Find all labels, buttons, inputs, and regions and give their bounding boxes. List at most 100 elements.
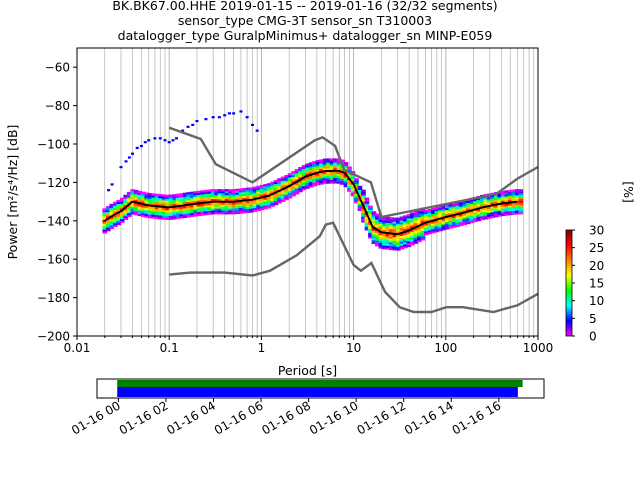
density-cell [350,174,356,178]
density-cell [217,196,223,200]
density-cell [441,206,447,210]
density-cell [175,216,181,219]
density-cell [256,201,261,204]
density-cell [350,194,356,197]
density-cell [340,176,345,180]
density-cell [434,208,440,212]
density-cell [469,213,475,216]
density-cell [186,213,191,216]
density-cell [329,158,335,161]
density-cell [500,204,506,207]
density-cell [354,195,359,198]
density-cell [119,205,125,208]
density-cell [375,244,380,247]
density-cell [438,227,443,230]
density-cell [469,205,475,208]
density-cell [112,220,118,224]
density-cell [228,212,233,215]
density-cell [238,197,244,201]
density-cell [203,207,209,210]
density-cell [333,175,338,178]
density-cell [438,206,443,209]
density-cell [207,197,212,200]
density-cell [333,181,338,184]
density-cell [504,209,510,212]
density-cell [273,179,279,183]
density-cell [137,204,143,207]
density-cell [486,203,492,206]
density-cell [210,212,216,215]
timeline-tick-label: 01-16 12 [354,398,408,437]
density-cell [378,246,384,249]
density-cell [298,182,303,185]
density-cell [210,191,216,194]
density-cell [476,209,482,212]
density-cell [368,228,373,231]
outlier-point [227,112,231,115]
density-cell [396,240,401,243]
density-cell [214,204,219,207]
density-cell [424,229,429,232]
density-cell [375,217,380,220]
density-cell [175,193,181,196]
density-cell [507,189,513,193]
density-cell [228,208,233,211]
chart-title-line-2: sensor_type CMG-3T sensor_sn T310003 [177,13,433,28]
density-cell [392,240,398,243]
density-cell [389,247,394,251]
density-cell [371,220,377,224]
density-cell [119,199,125,202]
density-cell [308,162,314,165]
density-cell [413,231,419,235]
density-cell [417,220,422,223]
density-cell [203,205,209,208]
density-cell [417,216,422,220]
density-cell [305,167,310,170]
density-cell [399,226,405,229]
density-cell [490,202,496,205]
density-cell [451,217,457,221]
density-cell [207,195,212,198]
density-cell [319,180,324,183]
density-cell [389,219,394,222]
density-cell [287,188,293,191]
density-cell [371,218,377,222]
density-cell [207,191,212,194]
density-cell [329,168,335,171]
density-cell [144,209,150,212]
density-cell [182,196,188,199]
density-cell [406,227,412,230]
density-cell [455,224,461,227]
density-cell [504,192,510,195]
density-cell [203,209,209,212]
density-cell [224,198,230,201]
density-cell [322,166,328,169]
density-cell [263,199,268,202]
density-cell [301,168,307,172]
timeline-tick-label: 01-16 10 [307,398,361,437]
density-cell [221,189,226,192]
density-cell [287,173,293,176]
density-cell [280,184,286,187]
density-cell [514,204,520,207]
density-cell [427,224,433,227]
density-cell [266,198,272,201]
density-cell [228,204,233,207]
density-cell [364,228,370,231]
density-cell [347,168,352,171]
density-cell [158,201,164,204]
density-cell [224,208,230,211]
density-cell [315,177,321,180]
y-axis-label: Power [m²/s⁴/Hz] [dB] [5,125,20,260]
density-cell [161,196,167,199]
density-cell [249,204,254,207]
density-cell [308,181,314,184]
density-cell [200,203,205,207]
density-cell [256,195,261,198]
density-cell [312,161,317,164]
density-cell [361,208,366,212]
y-tick-label: −140 [37,214,70,228]
density-cell [350,180,356,183]
density-cell [350,186,356,189]
density-cell [483,207,489,210]
